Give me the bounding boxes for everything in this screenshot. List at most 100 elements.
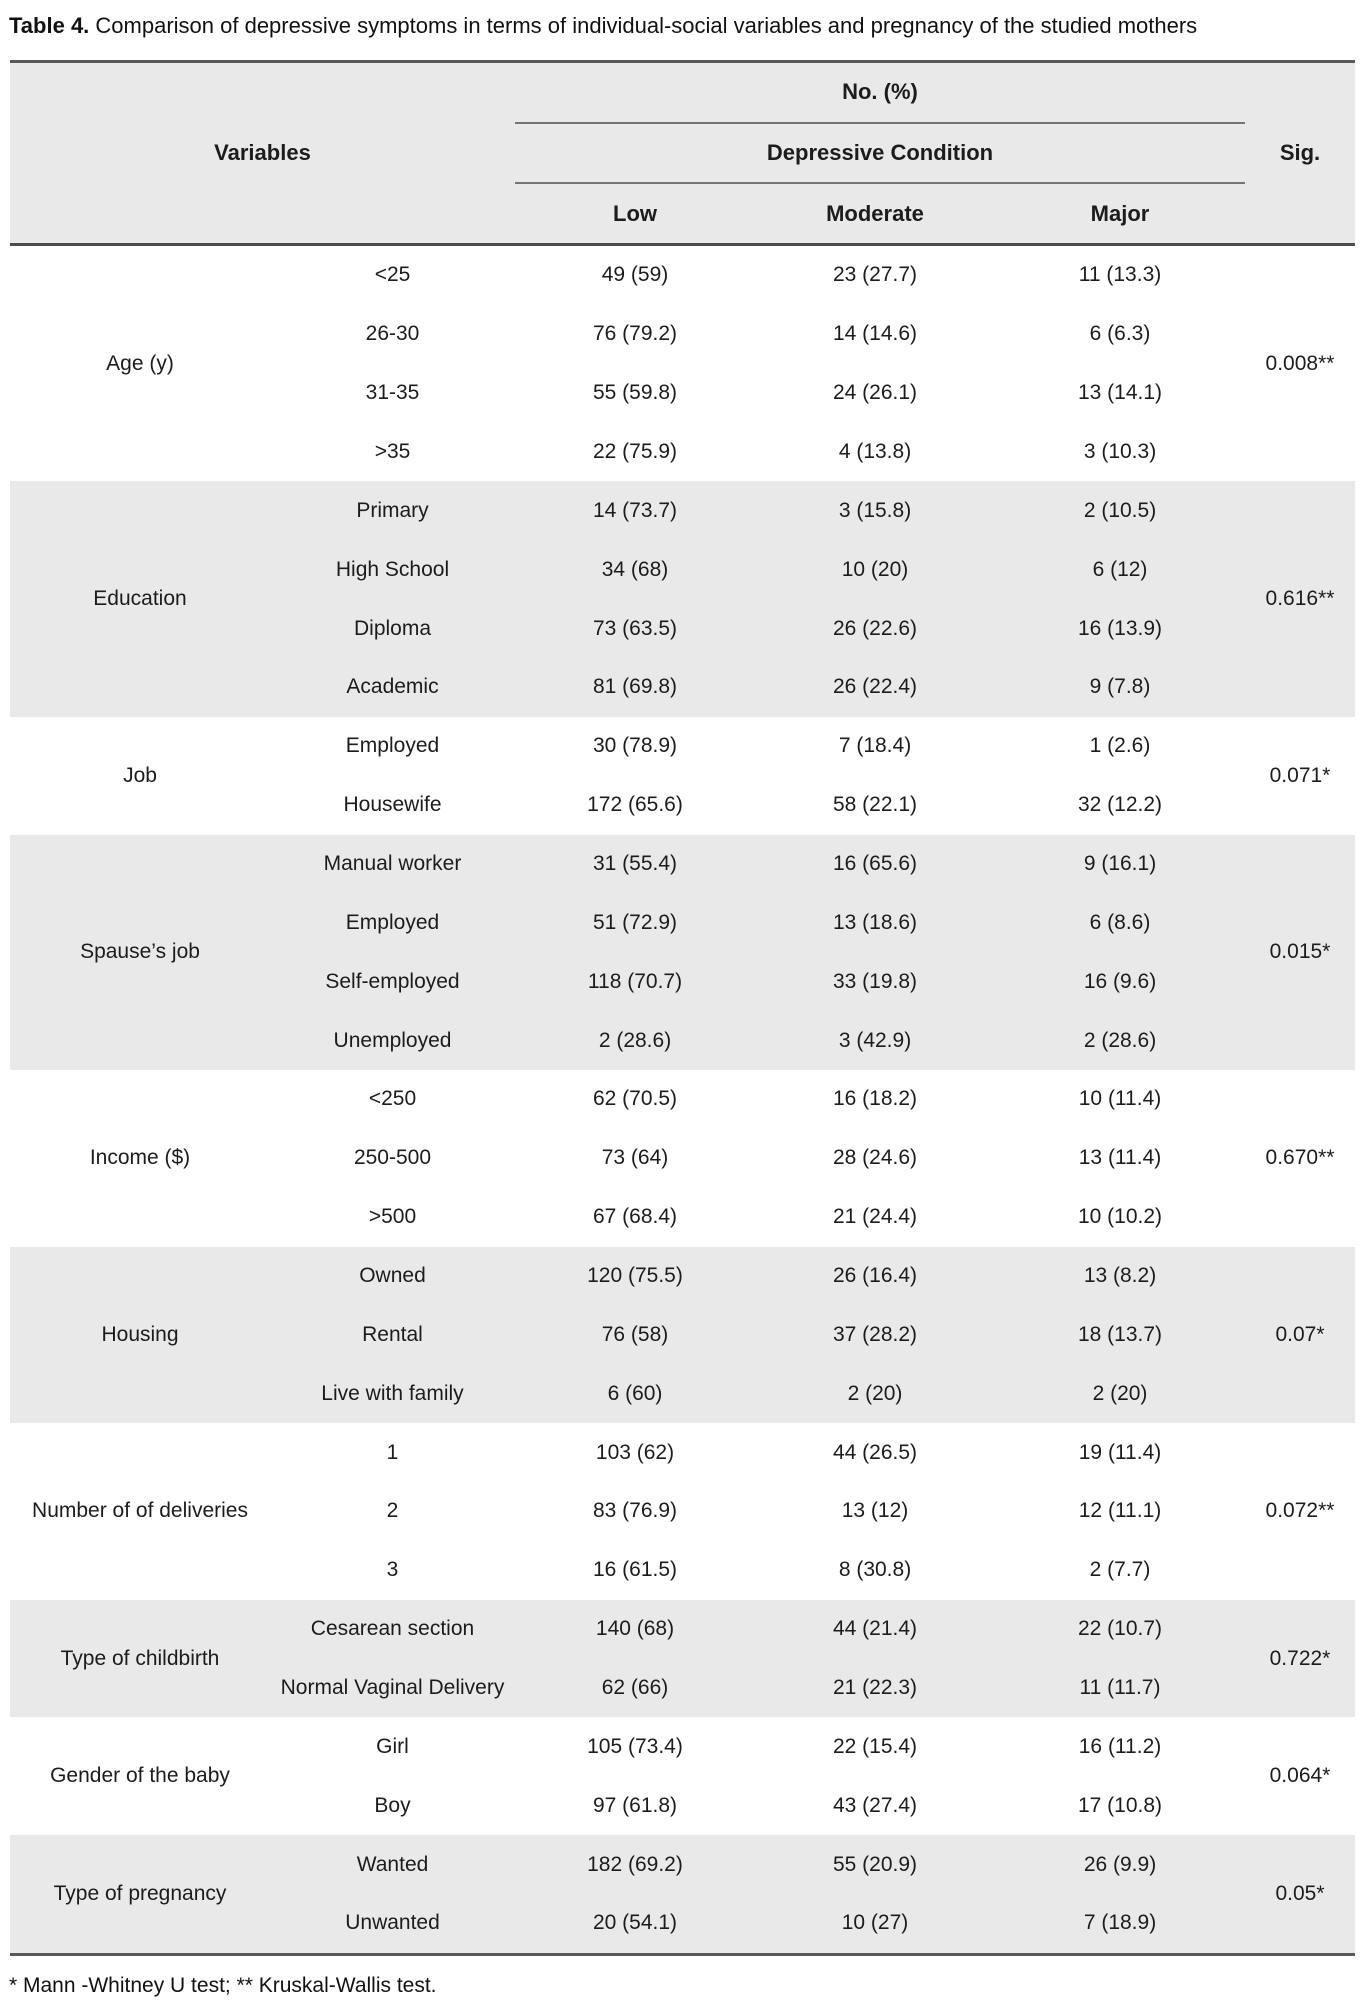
category-cell: Girl (376, 1734, 409, 1758)
major-value-cell: 9 (16.1) (1083, 852, 1157, 876)
table-row: Unemployed 2 (28.6) 3 (42.9) 2 (28.6) (270, 1011, 1245, 1070)
moderate-value-cell: 26 (22.6) (832, 616, 918, 640)
moderate-value-cell: 58 (22.1) (832, 793, 918, 817)
major-value-cell: 6 (12) (1092, 557, 1148, 581)
header-variables: Variables (214, 140, 311, 165)
table-row: 250-500 73 (64) 28 (24.6) 13 (11.4) (270, 1129, 1245, 1188)
low-value-cell: 16 (61.5) (592, 1558, 678, 1582)
low-value-cell: 67 (68.4) (592, 1205, 678, 1229)
major-value-cell: 13 (11.4) (1078, 1146, 1162, 1170)
variable-group: Age (y) <25 49 (59) 23 (27.7) 11 (13.3) 26-30… (10, 246, 1355, 481)
major-value-cell: 12 (11.1) (1078, 1499, 1162, 1523)
variable-cell: Gender of the baby (50, 1764, 230, 1788)
major-value-cell: 7 (18.9) (1083, 1911, 1157, 1935)
moderate-value-cell: 22 (15.4) (832, 1734, 918, 1758)
table-row: 1 103 (62) 44 (26.5) 19 (11.4) (270, 1423, 1245, 1482)
low-value-cell: 97 (61.8) (592, 1793, 678, 1817)
low-value-cell: 6 (60) (607, 1381, 663, 1405)
table-row: 26-30 76 (79.2) 14 (14.6) 6 (6.3) (270, 305, 1245, 364)
major-value-cell: 32 (12.2) (1077, 793, 1163, 817)
variable-cell: Job (123, 763, 157, 787)
sig-cell: 0.015* (1269, 940, 1331, 964)
low-value-cell: 140 (68) (595, 1617, 675, 1641)
category-cell: High School (335, 557, 450, 581)
table-caption-text: Comparison of depressive symptoms in ter… (89, 13, 1198, 38)
moderate-value-cell: 10 (20) (841, 557, 909, 581)
table-row: 31-35 55 (59.8) 24 (26.1) 13 (14.1) (270, 364, 1245, 423)
major-value-cell: 11 (13.3) (1078, 263, 1162, 287)
category-cell: Normal Vaginal Delivery (280, 1676, 505, 1700)
variable-group: Type of pregnancy Wanted 182 (69.2) 55 (20.… (10, 1835, 1355, 1953)
variable-cell: Education (93, 587, 187, 611)
category-cell: 31-35 (365, 381, 420, 405)
sig-cell: 0.064* (1269, 1764, 1331, 1788)
low-value-cell: 2 (28.6) (598, 1028, 672, 1052)
variable-group: Gender of the baby Girl 105 (73.4) 22 (15.4… (10, 1717, 1355, 1835)
group-rows: Cesarean section 140 (68) 44 (21.4) 22 (10.… (270, 1600, 1245, 1718)
table-row: Rental 76 (58) 37 (28.2) 18 (13.7) (270, 1305, 1245, 1364)
header-severity-columns: Low Moderate Major (515, 184, 1245, 243)
header-major: Major (1090, 200, 1150, 226)
header-middle-group: No. (%) Depressive Condition Low Moderat… (515, 63, 1245, 243)
table-row: 3 16 (61.5) 8 (30.8) 2 (7.7) (270, 1541, 1245, 1600)
low-value-cell: 22 (75.9) (592, 440, 678, 463)
major-value-cell: 2 (20) (1092, 1381, 1148, 1405)
moderate-value-cell: 26 (22.4) (832, 675, 918, 699)
sig-cell: 0.722* (1269, 1646, 1331, 1670)
moderate-value-cell: 2 (20) (847, 1381, 903, 1405)
low-value-cell: 118 (70.7) (587, 969, 683, 993)
group-rows: Employed 30 (78.9) 7 (18.4) 1 (2.6) Housewif… (270, 717, 1245, 835)
major-value-cell: 22 (10.7) (1077, 1617, 1163, 1641)
header-depressive-condition: Depressive Condition (515, 124, 1245, 185)
moderate-value-cell: 14 (14.6) (832, 322, 918, 346)
major-value-cell: 6 (6.3) (1089, 322, 1151, 346)
table-row: <25 49 (59) 23 (27.7) 11 (13.3) (270, 246, 1245, 305)
table-row: Wanted 182 (69.2) 55 (20.9) 26 (9.9) (270, 1835, 1245, 1894)
major-value-cell: 16 (9.6) (1083, 969, 1157, 993)
table-row: Girl 105 (73.4) 22 (15.4) 16 (11.2) (270, 1717, 1245, 1776)
header-moderate: Moderate (826, 200, 924, 226)
variable-group: Number of of deliveries 1 103 (62) 44 (26.5… (10, 1423, 1355, 1600)
variable-cell: Housing (101, 1322, 179, 1346)
group-rows: <250 62 (70.5) 16 (18.2) 10 (11.4) 250-500 73… (270, 1070, 1245, 1247)
moderate-value-cell: 16 (18.2) (832, 1087, 918, 1111)
category-cell: Housewife (343, 793, 442, 817)
category-cell: 1 (386, 1440, 399, 1464)
category-cell: Boy (374, 1793, 411, 1817)
variable-cell: Type of childbirth (60, 1646, 220, 1670)
category-cell: Self-employed (325, 969, 460, 993)
group-rows: Wanted 182 (69.2) 55 (20.9) 26 (9.9) Unwante… (270, 1835, 1245, 1953)
category-cell: Unemployed (333, 1028, 452, 1052)
category-cell: 250-500 (353, 1146, 432, 1170)
low-value-cell: 182 (69.2) (587, 1852, 683, 1876)
table-row: Live with family 6 (60) 2 (20) 2 (20) (270, 1364, 1245, 1423)
low-value-cell: 31 (55.4) (592, 852, 678, 876)
category-cell: 3 (386, 1558, 399, 1582)
moderate-value-cell: 28 (24.6) (832, 1146, 918, 1170)
header-sig: Sig. (1279, 140, 1321, 165)
table-row: Primary 14 (73.7) 3 (15.8) 2 (10.5) (270, 481, 1245, 540)
table-header: Variables No. (%) Depressive Condition L… (10, 63, 1355, 246)
table-row: Manual worker 31 (55.4) 16 (65.6) 9 (16.1) (270, 835, 1245, 894)
group-rows: 1 103 (62) 44 (26.5) 19 (11.4) 2 83 (76.9) 13 … (270, 1423, 1245, 1600)
major-value-cell: 2 (28.6) (1083, 1028, 1157, 1052)
page: Table 4. Comparison of depressive sympto… (0, 12, 1371, 2012)
low-value-cell: 76 (79.2) (592, 322, 678, 346)
table-row: Normal Vaginal Delivery 62 (66) 21 (22.3) 1… (270, 1659, 1245, 1718)
low-value-cell: 14 (73.7) (592, 498, 678, 522)
low-value-cell: 30 (78.9) (592, 734, 678, 758)
low-value-cell: 51 (72.9) (592, 910, 678, 934)
moderate-value-cell: 44 (21.4) (832, 1617, 918, 1641)
table-row: Academic 81 (69.8) 26 (22.4) 9 (7.8) (270, 658, 1245, 717)
table-row: >35 22 (75.9) 4 (13.8) 3 (10.3) (270, 423, 1245, 482)
moderate-value-cell: 8 (30.8) (838, 1558, 912, 1582)
low-value-cell: 172 (65.6) (587, 793, 683, 817)
data-table: Variables No. (%) Depressive Condition L… (10, 60, 1355, 1956)
table-caption-label: Table 4. (9, 13, 90, 38)
group-rows: Manual worker 31 (55.4) 16 (65.6) 9 (16.1) E… (270, 835, 1245, 1070)
category-cell: Rental (362, 1322, 423, 1346)
moderate-value-cell: 24 (26.1) (832, 381, 918, 405)
major-value-cell: 1 (2.6) (1089, 734, 1151, 758)
table-row: Self-employed 118 (70.7) 33 (19.8) 16 (9.6) (270, 952, 1245, 1011)
low-value-cell: 49 (59) (601, 263, 669, 287)
